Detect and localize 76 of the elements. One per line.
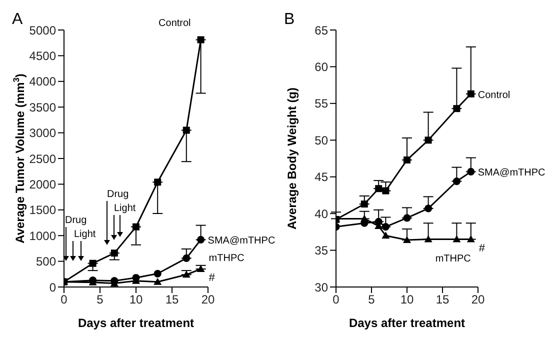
y-tick-label: 4500 (29, 48, 56, 63)
point (403, 214, 411, 222)
point (424, 204, 432, 212)
y-tick-label: 5000 (29, 23, 56, 38)
x-tick-label: 20 (471, 292, 485, 307)
x-tick-label: 5 (368, 292, 376, 307)
point (424, 235, 432, 242)
point (196, 265, 205, 272)
y-tick-label: 4000 (29, 74, 56, 89)
y-tick-label: 1000 (29, 228, 56, 243)
y-tick-label: 30 (314, 280, 328, 294)
y-axis-title: Average Body Weight (g) (285, 87, 299, 230)
annotation: Light (114, 203, 136, 214)
point (154, 270, 162, 278)
x-tick-label: 15 (436, 292, 450, 307)
point (197, 236, 205, 244)
y-tick-label: 3000 (29, 126, 56, 140)
point (467, 90, 474, 98)
annotation: # (208, 272, 216, 284)
point (452, 235, 461, 242)
point (466, 235, 475, 242)
y-tick-label: 35 (314, 244, 328, 258)
x-tick-label: 20 (201, 292, 215, 307)
y-tick-label: 3500 (29, 100, 56, 114)
x-axis-title: Days after treatment (78, 316, 194, 330)
series-label: SMA@mTHPC (208, 236, 276, 247)
y-tick-label: 1500 (29, 203, 56, 218)
point (360, 214, 368, 222)
point (182, 126, 190, 134)
point (424, 136, 432, 144)
annotation: Light (74, 229, 96, 240)
chart-title: A (12, 11, 23, 28)
chart-title: B (284, 11, 295, 28)
annotation: Drug (65, 215, 87, 226)
x-tick-label: 5 (96, 292, 104, 307)
point (403, 236, 411, 244)
y-tick-label: 0 (49, 280, 56, 294)
point (404, 156, 410, 164)
y-tick-label: 40 (314, 206, 328, 221)
annotation: Drug (107, 189, 129, 200)
point (360, 200, 368, 208)
point (375, 185, 382, 192)
y-tick-label: 65 (314, 23, 328, 38)
point (452, 177, 460, 186)
x-tick-label: 15 (165, 292, 179, 307)
x-tick-label: 10 (129, 292, 143, 307)
x-tick-label: 0 (60, 292, 68, 307)
series-label: SMA@mTHPC (478, 168, 546, 179)
point (467, 168, 475, 176)
point (154, 278, 162, 285)
point (197, 36, 204, 44)
point (132, 223, 140, 230)
x-tick-label: 10 (400, 292, 414, 307)
series-label: Control (158, 18, 191, 29)
series-label: mTHPC (208, 253, 244, 264)
y-tick-label: 2500 (29, 152, 56, 166)
point (110, 250, 118, 257)
series-label: mTHPC (435, 253, 471, 264)
y-tick-label: 500 (36, 254, 56, 269)
annotation: # (478, 242, 486, 254)
y-tick-label: 2000 (29, 177, 56, 192)
point (182, 270, 190, 278)
point (154, 178, 162, 186)
series-label: Control (478, 90, 510, 101)
point (382, 187, 390, 194)
point (382, 222, 390, 231)
x-tick-label: 0 (332, 292, 340, 307)
point (453, 105, 460, 112)
y-tick-label: 60 (314, 60, 328, 74)
point (89, 260, 96, 267)
y-tick-label: 55 (314, 96, 328, 111)
y-tick-label: 45 (314, 170, 328, 184)
x-axis-title: Days after treatment (348, 316, 466, 330)
point (382, 232, 390, 239)
y-tick-label: 50 (314, 133, 328, 148)
point (182, 254, 190, 262)
